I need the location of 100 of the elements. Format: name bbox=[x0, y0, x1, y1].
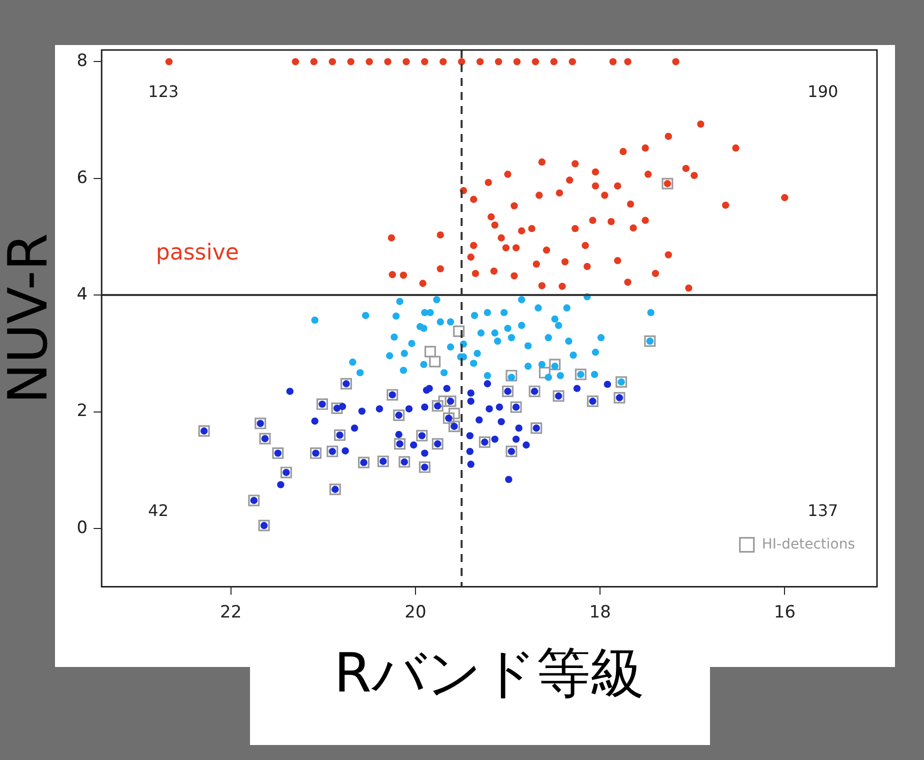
point bbox=[510, 401, 522, 413]
point bbox=[494, 338, 502, 345]
point bbox=[444, 396, 456, 408]
point bbox=[432, 400, 444, 412]
point bbox=[316, 398, 328, 410]
x-tick-label: 18 bbox=[589, 602, 611, 622]
point bbox=[440, 369, 448, 376]
y-tick-label: 8 bbox=[76, 51, 88, 72]
point bbox=[563, 304, 570, 312]
point bbox=[530, 422, 542, 434]
point bbox=[392, 312, 400, 320]
point bbox=[394, 438, 406, 450]
point bbox=[574, 368, 586, 380]
point bbox=[396, 298, 404, 306]
point bbox=[420, 360, 428, 368]
point bbox=[500, 308, 508, 316]
point bbox=[556, 372, 564, 380]
point bbox=[592, 348, 600, 356]
point bbox=[647, 308, 654, 316]
point bbox=[280, 466, 292, 478]
point bbox=[491, 329, 498, 337]
point bbox=[518, 296, 526, 304]
y-tick-label: 0 bbox=[76, 518, 88, 538]
point bbox=[544, 374, 552, 381]
point bbox=[358, 456, 370, 468]
point bbox=[534, 304, 542, 312]
point bbox=[420, 324, 428, 332]
point bbox=[502, 386, 514, 398]
x-tick-label: 16 bbox=[774, 602, 796, 622]
point bbox=[524, 342, 532, 350]
point bbox=[398, 456, 410, 468]
point bbox=[470, 360, 478, 367]
point bbox=[470, 312, 478, 320]
point bbox=[446, 343, 454, 351]
y-axis-title: NUV-R bbox=[0, 233, 60, 404]
point bbox=[331, 402, 343, 414]
annotation: 137 bbox=[808, 500, 838, 520]
y-tick-label: 6 bbox=[76, 168, 88, 188]
point bbox=[442, 412, 454, 424]
point bbox=[504, 324, 512, 332]
point bbox=[416, 430, 428, 442]
point bbox=[565, 338, 572, 345]
point bbox=[436, 318, 444, 326]
point bbox=[544, 334, 552, 342]
point bbox=[426, 308, 434, 316]
point bbox=[272, 447, 284, 459]
point bbox=[474, 350, 481, 358]
point bbox=[310, 447, 322, 459]
point bbox=[538, 360, 546, 368]
point bbox=[549, 358, 561, 370]
point bbox=[362, 312, 370, 320]
point bbox=[393, 410, 405, 422]
x-axis-title: Rバンド等級 bbox=[334, 642, 645, 705]
point bbox=[506, 370, 518, 382]
point bbox=[432, 438, 444, 450]
point bbox=[424, 346, 436, 358]
x-tick-label: 20 bbox=[404, 602, 426, 622]
point bbox=[662, 178, 674, 190]
point bbox=[644, 335, 656, 347]
point bbox=[377, 456, 389, 468]
annotation: 123 bbox=[148, 82, 179, 102]
point bbox=[590, 370, 598, 378]
point bbox=[340, 378, 352, 390]
point bbox=[484, 372, 492, 380]
point bbox=[478, 436, 490, 448]
point bbox=[586, 396, 598, 408]
point bbox=[349, 358, 356, 366]
point bbox=[408, 340, 416, 348]
point bbox=[390, 333, 398, 341]
point bbox=[448, 408, 460, 420]
point bbox=[356, 369, 364, 376]
point bbox=[400, 366, 408, 374]
point bbox=[538, 366, 550, 378]
point bbox=[524, 362, 532, 370]
point bbox=[334, 429, 346, 441]
point bbox=[326, 446, 338, 458]
y-tick-label: 4 bbox=[76, 284, 88, 304]
point bbox=[400, 350, 408, 358]
point bbox=[433, 296, 440, 304]
point bbox=[518, 322, 526, 329]
legend-label: HI-detections bbox=[762, 536, 856, 552]
point bbox=[554, 322, 562, 329]
point bbox=[551, 315, 558, 323]
point bbox=[597, 334, 605, 342]
annotation: 190 bbox=[808, 82, 838, 102]
point bbox=[386, 352, 394, 360]
point bbox=[484, 308, 492, 316]
annotation: passive bbox=[156, 240, 239, 266]
point bbox=[429, 356, 441, 368]
point bbox=[418, 461, 430, 473]
point bbox=[616, 376, 628, 388]
point bbox=[311, 316, 318, 324]
point bbox=[446, 318, 454, 326]
x-tick-label: 22 bbox=[220, 602, 242, 622]
point bbox=[254, 418, 266, 430]
point bbox=[528, 386, 540, 398]
y-tick-label: 2 bbox=[76, 401, 88, 422]
point bbox=[453, 325, 465, 337]
annotation: 42 bbox=[148, 500, 168, 520]
point bbox=[614, 392, 626, 404]
